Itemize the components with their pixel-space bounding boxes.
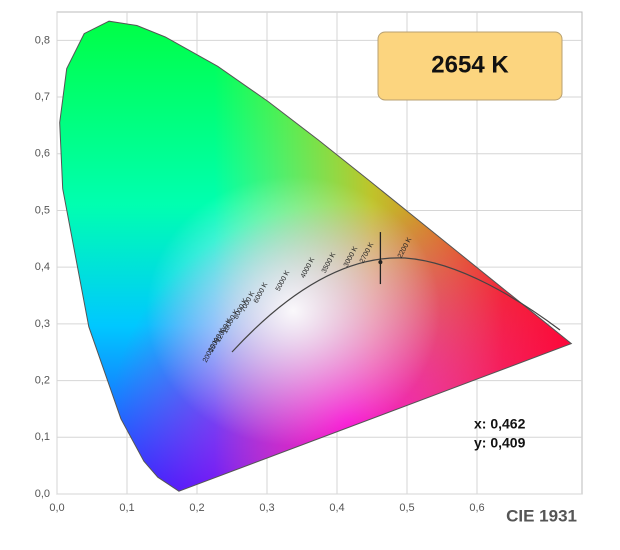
y-tick-label: 0,3 [35,318,50,330]
y-tick-label: 0,0 [35,488,50,500]
badge-text: 2654 K [431,51,509,78]
x-tick-label: 0,5 [399,502,414,514]
x-tick-label: 0,3 [259,502,274,514]
cct-badge [377,31,563,101]
y-tick-label: 0,7 [35,91,50,103]
x-tick-label: 0,4 [329,502,344,514]
x-readout: x: 0,462 [474,416,526,432]
y-tick-label: 0,6 [35,148,50,160]
x-tick-label: 0,1 [119,502,134,514]
planckian-locus [231,257,561,353]
x-tick-label: 0,6 [469,502,484,514]
point [378,260,383,265]
spectral-locus [59,20,573,492]
y-tick-label: 0,2 [35,374,50,386]
y-tick-label: 0,5 [35,204,50,216]
x-tick-label: 0,2 [189,502,204,514]
x-tick-label: 0,0 [49,502,64,514]
chart-title: CIE 1931 [506,506,577,525]
y-tick-label: 0,4 [35,261,50,273]
y-tick-label: 0,1 [35,431,50,443]
y-readout: y: 0,409 [474,435,526,451]
y-tick-label: 0,8 [35,34,50,46]
